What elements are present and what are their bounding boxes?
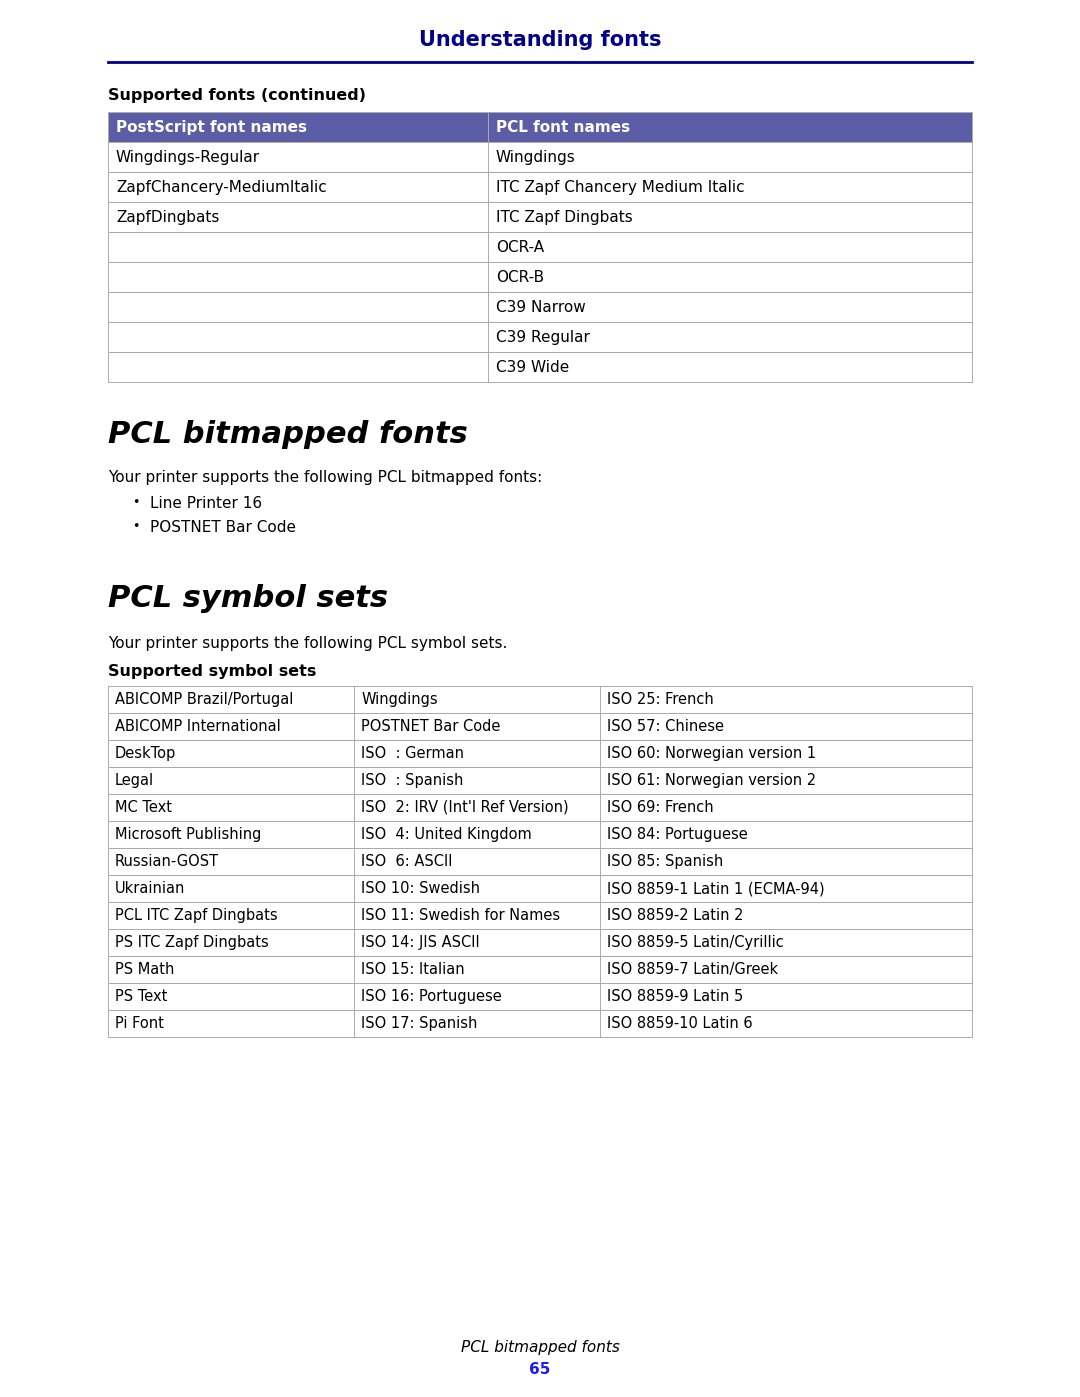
Text: ISO 8859-10 Latin 6: ISO 8859-10 Latin 6 xyxy=(607,1016,753,1031)
Text: ISO 10: Swedish: ISO 10: Swedish xyxy=(361,882,481,895)
Text: Pi Font: Pi Font xyxy=(114,1016,164,1031)
Bar xyxy=(108,902,972,929)
Text: ISO 8859-7 Latin/Greek: ISO 8859-7 Latin/Greek xyxy=(607,963,779,977)
Text: Your printer supports the following PCL symbol sets.: Your printer supports the following PCL … xyxy=(108,636,508,651)
Text: ISO 60: Norwegian version 1: ISO 60: Norwegian version 1 xyxy=(607,746,816,761)
Text: PCL bitmapped fonts: PCL bitmapped fonts xyxy=(108,420,468,448)
Bar xyxy=(108,740,972,767)
Text: MC Text: MC Text xyxy=(114,800,172,814)
Bar xyxy=(108,352,972,381)
Text: PS ITC Zapf Dingbats: PS ITC Zapf Dingbats xyxy=(114,935,269,950)
Text: Wingdings: Wingdings xyxy=(361,692,437,707)
Text: PS Math: PS Math xyxy=(114,963,174,977)
Bar xyxy=(108,142,972,172)
Text: C39 Narrow: C39 Narrow xyxy=(496,300,585,314)
Text: ISO  2: IRV (Int'l Ref Version): ISO 2: IRV (Int'l Ref Version) xyxy=(361,800,569,814)
Bar xyxy=(108,983,972,1010)
Text: ISO 69: French: ISO 69: French xyxy=(607,800,714,814)
Text: Microsoft Publishing: Microsoft Publishing xyxy=(114,827,261,842)
Text: ISO 15: Italian: ISO 15: Italian xyxy=(361,963,464,977)
Text: ITC Zapf Dingbats: ITC Zapf Dingbats xyxy=(496,210,633,225)
Text: PCL bitmapped fonts: PCL bitmapped fonts xyxy=(460,1340,620,1355)
Text: ISO 25: French: ISO 25: French xyxy=(607,692,714,707)
Bar xyxy=(108,712,972,740)
Text: ZapfChancery-MediumItalic: ZapfChancery-MediumItalic xyxy=(116,180,327,196)
Bar xyxy=(108,848,972,875)
Text: ISO 8859-2 Latin 2: ISO 8859-2 Latin 2 xyxy=(607,908,744,923)
Text: Legal: Legal xyxy=(114,773,154,788)
Bar xyxy=(108,232,972,263)
Text: •: • xyxy=(132,496,139,509)
Text: PCL symbol sets: PCL symbol sets xyxy=(108,584,388,613)
Bar xyxy=(108,929,972,956)
Text: Wingdings: Wingdings xyxy=(496,149,576,165)
Text: Supported fonts (continued): Supported fonts (continued) xyxy=(108,88,366,103)
Text: PS Text: PS Text xyxy=(114,989,167,1004)
Bar xyxy=(108,263,972,292)
Text: ISO 84: Portuguese: ISO 84: Portuguese xyxy=(607,827,748,842)
Text: ISO 16: Portuguese: ISO 16: Portuguese xyxy=(361,989,502,1004)
Text: OCR-B: OCR-B xyxy=(496,270,544,285)
Text: ISO 8859-9 Latin 5: ISO 8859-9 Latin 5 xyxy=(607,989,744,1004)
Text: POSTNET Bar Code: POSTNET Bar Code xyxy=(361,719,501,733)
Text: ISO  : Spanish: ISO : Spanish xyxy=(361,773,463,788)
Text: Ukrainian: Ukrainian xyxy=(114,882,186,895)
Text: ZapfDingbats: ZapfDingbats xyxy=(116,210,219,225)
Text: ISO  : German: ISO : German xyxy=(361,746,464,761)
Bar xyxy=(108,172,972,203)
Text: DeskTop: DeskTop xyxy=(114,746,176,761)
Bar xyxy=(108,112,972,142)
Text: ISO  4: United Kingdom: ISO 4: United Kingdom xyxy=(361,827,532,842)
Text: Line Printer 16: Line Printer 16 xyxy=(150,496,262,511)
Bar xyxy=(108,793,972,821)
Text: ABICOMP International: ABICOMP International xyxy=(114,719,281,733)
Text: Your printer supports the following PCL bitmapped fonts:: Your printer supports the following PCL … xyxy=(108,469,542,485)
Text: PCL font names: PCL font names xyxy=(496,120,630,136)
Text: ISO 8859-5 Latin/Cyrillic: ISO 8859-5 Latin/Cyrillic xyxy=(607,935,784,950)
Bar xyxy=(108,875,972,902)
Text: ISO 85: Spanish: ISO 85: Spanish xyxy=(607,854,724,869)
Bar xyxy=(108,956,972,983)
Text: ISO 61: Norwegian version 2: ISO 61: Norwegian version 2 xyxy=(607,773,816,788)
Text: POSTNET Bar Code: POSTNET Bar Code xyxy=(150,520,296,535)
Text: •: • xyxy=(132,520,139,534)
Text: ISO  6: ASCII: ISO 6: ASCII xyxy=(361,854,453,869)
Text: C39 Wide: C39 Wide xyxy=(496,360,569,374)
Text: ISO 17: Spanish: ISO 17: Spanish xyxy=(361,1016,477,1031)
Bar xyxy=(108,321,972,352)
Text: 65: 65 xyxy=(529,1362,551,1377)
Text: ISO 14: JIS ASCII: ISO 14: JIS ASCII xyxy=(361,935,480,950)
Text: ISO 11: Swedish for Names: ISO 11: Swedish for Names xyxy=(361,908,561,923)
Text: ABICOMP Brazil/Portugal: ABICOMP Brazil/Portugal xyxy=(114,692,294,707)
Bar xyxy=(108,292,972,321)
Text: Supported symbol sets: Supported symbol sets xyxy=(108,664,316,679)
Text: Russian-GOST: Russian-GOST xyxy=(114,854,219,869)
Text: PCL ITC Zapf Dingbats: PCL ITC Zapf Dingbats xyxy=(114,908,278,923)
Text: C39 Regular: C39 Regular xyxy=(496,330,590,345)
Text: ISO 57: Chinese: ISO 57: Chinese xyxy=(607,719,725,733)
Bar xyxy=(108,1010,972,1037)
Text: Understanding fonts: Understanding fonts xyxy=(419,29,661,50)
Text: Wingdings-Regular: Wingdings-Regular xyxy=(116,149,260,165)
Bar xyxy=(108,767,972,793)
Bar xyxy=(108,821,972,848)
Text: ITC Zapf Chancery Medium Italic: ITC Zapf Chancery Medium Italic xyxy=(496,180,744,196)
Text: ISO 8859-1 Latin 1 (ECMA-94): ISO 8859-1 Latin 1 (ECMA-94) xyxy=(607,882,825,895)
Text: OCR-A: OCR-A xyxy=(496,240,544,256)
Text: PostScript font names: PostScript font names xyxy=(116,120,307,136)
Bar xyxy=(108,203,972,232)
Bar xyxy=(108,686,972,712)
